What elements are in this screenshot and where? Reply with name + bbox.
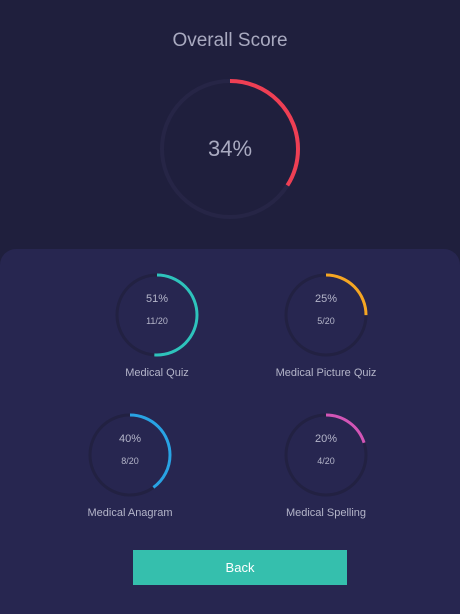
overall-score-title: Overall Score — [172, 30, 288, 51]
category-percent: 51% — [145, 293, 169, 305]
category-label: Medical Spelling — [285, 507, 367, 519]
category-ring — [284, 413, 368, 497]
category-label: Medical Anagram — [87, 507, 173, 519]
category-card-medical-anagram: 40% 8/20 Medical Anagram — [28, 413, 228, 533]
overall-score-value: 34% — [207, 136, 253, 161]
category-ratio: 8/20 — [121, 456, 139, 466]
back-button[interactable]: Back — [133, 550, 347, 585]
category-label: Medical Picture Quiz — [275, 367, 377, 379]
category-card-medical-quiz: 51% 11/20 Medical Quiz — [55, 273, 255, 393]
category-label: Medical Quiz — [125, 367, 189, 379]
category-card-medical-picture-quiz: 25% 5/20 Medical Picture Quiz — [224, 273, 424, 393]
category-ring-arc — [115, 273, 199, 357]
category-ring-arc — [284, 273, 368, 357]
category-percent: 40% — [118, 433, 142, 445]
category-percent: 20% — [314, 433, 338, 445]
category-ring — [88, 413, 172, 497]
category-ring-arc — [88, 413, 172, 497]
category-card-medical-spelling: 20% 4/20 Medical Spelling — [224, 413, 424, 533]
overall-score-ring — [160, 79, 300, 219]
category-ring — [115, 273, 199, 357]
category-ratio: 5/20 — [317, 316, 335, 326]
category-percent: 25% — [314, 293, 338, 305]
category-ring — [284, 273, 368, 357]
category-ring-arc — [284, 413, 368, 497]
category-ratio: 4/20 — [317, 456, 335, 466]
overall-score-arc — [160, 79, 300, 219]
category-ratio: 11/20 — [146, 316, 168, 326]
